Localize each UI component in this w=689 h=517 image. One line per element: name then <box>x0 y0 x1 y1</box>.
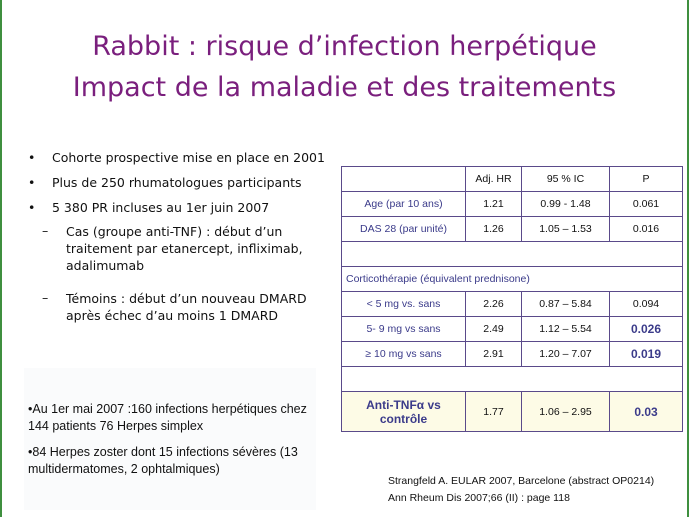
table-row: ≥ 10 mg vs sans 2.91 1.20 – 7.07 0.019 <box>341 341 683 367</box>
cell-p: 0.03 <box>609 391 683 432</box>
sub-bullet-text: Témoins : début d’un nouveau DMARD après… <box>66 291 307 323</box>
cell-ic: 1.12 – 5.54 <box>521 316 610 342</box>
dash-icon: – <box>42 290 49 305</box>
cell-p: 0.061 <box>609 191 683 217</box>
cell-hr: 2.26 <box>465 291 522 317</box>
header-p: P <box>609 166 683 192</box>
table-row: < 5 mg vs. sans 2.26 0.87 – 5.84 0.094 <box>341 291 683 317</box>
section-label: Corticothérapie (équivalent prednisone) <box>341 266 683 292</box>
bullet-dot-icon: • <box>28 150 36 165</box>
bullet-text: Plus de 250 rhumatologues participants <box>52 175 302 190</box>
cell-hr: 2.49 <box>465 316 522 342</box>
table-row: Age (par 10 ans) 1.21 0.99 - 1.48 0.061 <box>341 191 683 217</box>
table-row: 5- 9 mg vs sans 2.49 1.12 – 5.54 0.026 <box>341 316 683 342</box>
bullet-dot-icon: • <box>28 200 36 215</box>
table-spacer-row <box>341 241 683 267</box>
spacer-cell <box>341 241 683 267</box>
note-infections: •Au 1er mai 2007 :160 infections herpéti… <box>28 402 307 433</box>
header-adj-hr: Adj. HR <box>465 166 522 192</box>
cell-ic: 0.99 - 1.48 <box>521 191 610 217</box>
table-section-row: Corticothérapie (équivalent prednisone) <box>341 266 683 292</box>
row-label: Age (par 10 ans) <box>341 191 466 217</box>
table-header-row: Adj. HR 95 % IC P <box>341 166 683 192</box>
row-label: ≥ 10 mg vs sans <box>341 341 466 367</box>
header-empty-cell <box>341 166 466 192</box>
cell-ic: 1.20 – 7.07 <box>521 341 610 367</box>
left-edge-bar <box>0 0 2 517</box>
cell-p: 0.094 <box>609 291 683 317</box>
row-label: 5- 9 mg vs sans <box>341 316 466 342</box>
bullet-dot-icon: • <box>28 175 36 190</box>
row-label: Anti-TNFα vs contrôle <box>341 391 466 432</box>
right-edge-bar <box>687 0 689 517</box>
cell-hr: 2.91 <box>465 341 522 367</box>
table-spacer-row <box>341 366 683 392</box>
spacer-cell <box>341 366 683 392</box>
table-row: DAS 28 (par unité) 1.26 1.05 – 1.53 0.01… <box>341 216 683 242</box>
note-zoster: •84 Herpes zoster dont 15 infections sév… <box>28 445 298 476</box>
title-line-2: Impact de la maladie et des traitements <box>72 72 617 103</box>
reference: Strangfeld A. EULAR 2007, Barcelone (abs… <box>388 473 654 507</box>
hazard-ratio-table: Adj. HR 95 % IC P Age (par 10 ans) 1.21 … <box>341 166 683 432</box>
cell-p: 0.026 <box>609 316 683 342</box>
cell-p: 0.019 <box>609 341 683 367</box>
row-label: DAS 28 (par unité) <box>341 216 466 242</box>
cell-ic: 1.05 – 1.53 <box>521 216 610 242</box>
sub-bullet-text: Cas (groupe anti-TNF) : début d’un trait… <box>66 224 303 273</box>
row-label: < 5 mg vs. sans <box>341 291 466 317</box>
cell-ic: 0.87 – 5.84 <box>521 291 610 317</box>
slide-title: Rabbit : risque d’infection herpétique I… <box>0 26 689 108</box>
cell-hr: 1.26 <box>465 216 522 242</box>
cell-ic: 1.06 – 2.95 <box>521 391 610 432</box>
notes-box: •Au 1er mai 2007 :160 infections herpéti… <box>24 368 316 510</box>
cell-hr: 1.21 <box>465 191 522 217</box>
bullet-text: Cohorte prospective mise en place en 200… <box>52 150 325 165</box>
table-row-highlight: Anti-TNFα vs contrôle 1.77 1.06 – 2.95 0… <box>341 391 683 432</box>
header-ic: 95 % IC <box>521 166 610 192</box>
cell-hr: 1.77 <box>465 391 522 432</box>
reference-line-2: Ann Rheum Dis 2007;66 (II) : page 118 <box>388 492 570 504</box>
title-line-1: Rabbit : risque d’infection herpétique <box>92 31 597 62</box>
dash-icon: – <box>42 223 49 238</box>
cell-p: 0.016 <box>609 216 683 242</box>
bullet-text: 5 380 PR incluses au 1er juin 2007 <box>52 200 270 215</box>
reference-line-1: Strangfeld A. EULAR 2007, Barcelone (abs… <box>388 475 655 487</box>
